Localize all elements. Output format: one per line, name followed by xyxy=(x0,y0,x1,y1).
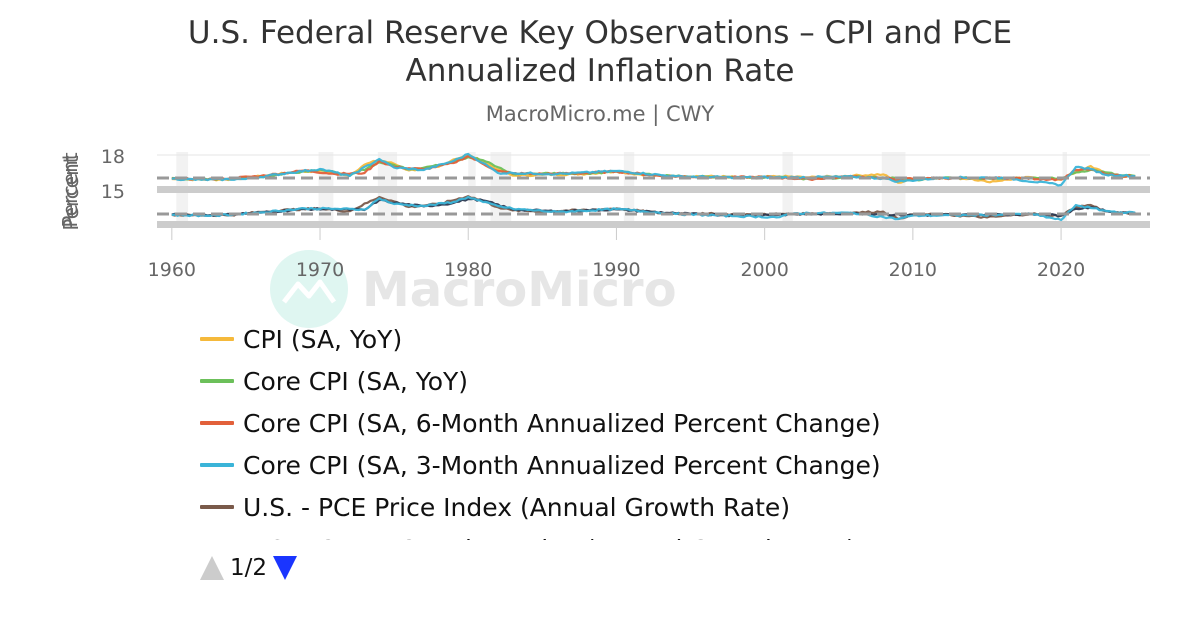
legend-label: U.S. - PCE Price Index (Annual Growth Ra… xyxy=(243,492,791,522)
legend-swatch xyxy=(200,463,234,467)
legend-label: U.S. - Core PCE Price Index (Annual Grow… xyxy=(243,535,856,541)
chart-title-line-2: Annualized Inflation Rate xyxy=(405,53,795,89)
panel-divider xyxy=(157,186,1150,193)
watermark-text: MacroMicro xyxy=(362,262,677,318)
legend-label: Core CPI (SA, 3-Month Annualized Percent… xyxy=(243,450,881,480)
y-tick-label: 18 xyxy=(101,146,125,168)
pager-up-icon[interactable] xyxy=(200,556,224,580)
x-tick-label: 1990 xyxy=(592,259,640,281)
legend-swatch xyxy=(200,421,234,425)
legend-label: Core CPI (SA, 6-Month Annualized Percent… xyxy=(243,408,881,438)
panel-divider xyxy=(157,221,1150,228)
legend-item[interactable]: U.S. - PCE Price Index (Annual Growth Ra… xyxy=(200,486,1100,528)
legend-swatch xyxy=(200,379,234,383)
legend-item[interactable]: Core CPI (SA, 6-Month Annualized Percent… xyxy=(200,402,1100,444)
legend: CPI (SA, YoY) Core CPI (SA, YoY) Core CPI … xyxy=(200,318,1100,540)
pager-down-icon[interactable] xyxy=(273,556,298,580)
legend-swatch xyxy=(200,337,234,341)
x-tick-label: 2000 xyxy=(740,259,788,281)
x-tick-label: 2010 xyxy=(889,259,937,281)
watermark: MacroMicro xyxy=(270,250,677,328)
legend-item[interactable]: Core CPI (SA, 3-Month Annualized Percent… xyxy=(200,444,1100,486)
series-line xyxy=(171,152,1136,187)
legend-item[interactable]: Core CPI (SA, YoY) xyxy=(200,360,1100,402)
panel-dividers xyxy=(157,186,1150,228)
x-tick-labels: 1960 1970 1980 1990 2000 2010 2020 xyxy=(148,228,1085,281)
legend-item[interactable]: CPI (SA, YoY) xyxy=(200,318,1100,360)
chart-subtitle: MacroMicro.me | CWY xyxy=(485,102,715,126)
chart-title: U.S. Federal Reserve Key Observations – … xyxy=(0,14,1200,90)
reference-lines xyxy=(157,176,1150,216)
watermark-mountain-icon xyxy=(282,279,337,304)
legend-item[interactable]: U.S. - Core PCE Price Index (Annual Grow… xyxy=(200,528,1100,541)
legend-pager: 1/2 xyxy=(200,555,298,581)
legend-label: CPI (SA, YoY) xyxy=(243,324,403,354)
x-tick-label: 1980 xyxy=(444,259,492,281)
legend-swatch xyxy=(200,505,234,509)
chart-title-line-1: U.S. Federal Reserve Key Observations – … xyxy=(187,15,1013,51)
x-tick-label: 1960 xyxy=(148,259,196,281)
y-tick-label: 15 xyxy=(101,181,125,203)
watermark-logo-icon xyxy=(270,250,348,328)
x-tick-label: 2020 xyxy=(1037,259,1085,281)
pager-text: 1/2 xyxy=(230,555,268,581)
x-tick-label: 1970 xyxy=(296,259,344,281)
legend-label: Core CPI (SA, YoY) xyxy=(243,366,469,396)
